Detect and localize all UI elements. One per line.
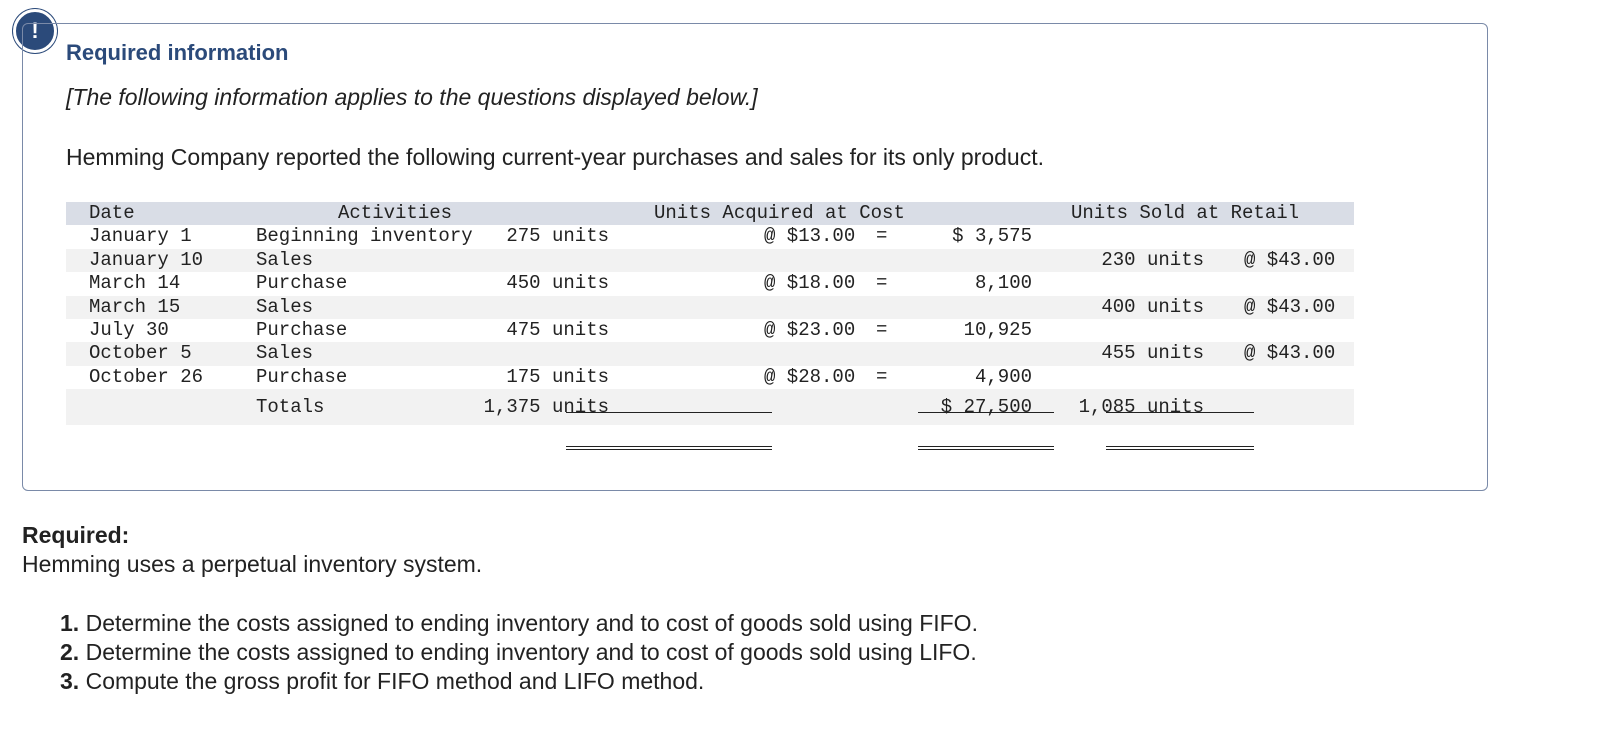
totals-row: Totals 1,375 units $ 27,500 1,085 units — [66, 389, 1354, 426]
row-activity: Sales — [256, 295, 314, 318]
row-cost: $ 3,575 — [952, 225, 1032, 248]
table-row: July 30 Purchase 475 units @ $23.00 = 10… — [66, 319, 1354, 342]
row-date: January 1 — [89, 225, 192, 248]
row-date: October 26 — [89, 365, 204, 388]
row-activity: Purchase — [256, 318, 348, 341]
row-sold: 400 units — [1101, 295, 1204, 318]
row-activity: Purchase — [256, 365, 348, 388]
row-activity: Purchase — [256, 272, 348, 295]
inventory-table: Date Activities Units Acquired at Cost U… — [66, 202, 1354, 450]
cost-total-rule — [918, 446, 1054, 450]
required-label: Required: — [22, 522, 130, 548]
table-row: March 15 Sales 400 units @ $43.00 — [66, 295, 1354, 319]
row-date: July 30 — [89, 318, 169, 341]
row-sold: 230 units — [1101, 248, 1204, 271]
info-note: [The following information applies to th… — [66, 84, 758, 110]
question-number: 3. — [60, 668, 80, 694]
row-price: @ $23.00 — [764, 318, 856, 341]
row-units: 275 units — [506, 225, 609, 248]
row-date: October 5 — [89, 342, 192, 365]
intro-text: Hemming Company reported the following c… — [66, 144, 1044, 170]
table-row: October 5 Sales 455 units @ $43.00 — [66, 342, 1354, 366]
sold-subtotal-rule — [1106, 412, 1254, 413]
row-retail: @ $43.00 — [1244, 295, 1336, 318]
row-units: 175 units — [506, 365, 609, 388]
row-activity: Beginning inventory — [256, 225, 473, 248]
required-information-box — [22, 23, 1488, 491]
question-text: Compute the gross profit for FIFO method… — [85, 668, 705, 694]
row-date: March 14 — [89, 272, 181, 295]
row-cost: 10,925 — [963, 318, 1032, 341]
row-cost: 8,100 — [974, 272, 1032, 295]
question-item: 3. Compute the gross profit for FIFO met… — [60, 667, 978, 696]
header-activities: Activities — [338, 202, 453, 224]
units-total-rule — [566, 446, 772, 450]
row-units: 475 units — [506, 318, 609, 341]
totals-units: 1,375 units — [483, 396, 609, 419]
table-row: January 1 Beginning inventory 275 units … — [66, 225, 1354, 248]
question-text: Determine the costs assigned to ending i… — [85, 639, 977, 665]
row-price: @ $13.00 — [764, 225, 856, 248]
required-information-title: Required information — [66, 40, 289, 65]
header-units-sold: Units Sold at Retail — [1071, 202, 1300, 224]
row-activity: Sales — [256, 248, 314, 271]
table-row: October 26 Purchase 175 units @ $28.00 =… — [66, 366, 1354, 389]
row-sold: 455 units — [1101, 342, 1204, 365]
table-row: March 14 Purchase 450 units @ $18.00 = 8… — [66, 272, 1354, 295]
row-equals: = — [876, 272, 888, 295]
row-equals: = — [876, 365, 888, 388]
row-date: March 15 — [89, 295, 181, 318]
row-equals: = — [876, 225, 888, 248]
header-units-acquired: Units Acquired at Cost — [654, 202, 905, 224]
row-date: January 10 — [89, 248, 204, 271]
row-retail: @ $43.00 — [1244, 248, 1336, 271]
question-item: 1. Determine the costs assigned to endin… — [60, 609, 978, 638]
question-list: 1. Determine the costs assigned to endin… — [60, 609, 978, 696]
header-date: Date — [89, 202, 135, 224]
row-price: @ $28.00 — [764, 365, 856, 388]
required-text: Hemming uses a perpetual inventory syste… — [22, 551, 483, 577]
question-item: 2. Determine the costs assigned to endin… — [60, 638, 978, 667]
totals-sold: 1,085 units — [1078, 396, 1204, 419]
question-number: 1. — [60, 610, 80, 636]
totals-label: Totals — [256, 396, 325, 419]
row-retail: @ $43.00 — [1244, 342, 1336, 365]
row-units: 450 units — [506, 272, 609, 295]
totals-cost: $ 27,500 — [940, 396, 1032, 419]
row-equals: = — [876, 318, 888, 341]
sold-total-rule — [1106, 446, 1254, 450]
units-subtotal-rule — [566, 412, 772, 413]
row-cost: 4,900 — [974, 365, 1032, 388]
table-row: January 10 Sales 230 units @ $43.00 — [66, 248, 1354, 273]
row-price: @ $18.00 — [764, 272, 856, 295]
question-text: Determine the costs assigned to ending i… — [85, 610, 978, 636]
cost-subtotal-rule — [918, 412, 1054, 413]
table-header-row: Date Activities Units Acquired at Cost U… — [66, 202, 1354, 226]
question-number: 2. — [60, 639, 80, 665]
row-activity: Sales — [256, 342, 314, 365]
alert-icon: ! — [13, 9, 57, 53]
